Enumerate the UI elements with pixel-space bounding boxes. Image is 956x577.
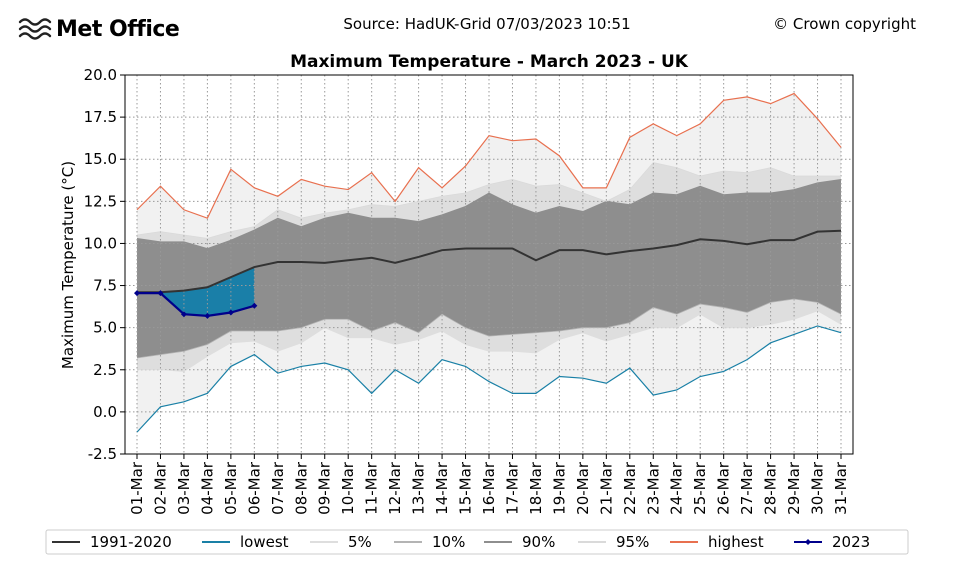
- legend-label: lowest: [240, 533, 289, 551]
- y-tick-label: 7.5: [93, 277, 117, 295]
- legend-label: 90%: [522, 533, 555, 551]
- x-tick-label: 02-Mar: [151, 461, 169, 515]
- legend-label: highest: [708, 533, 764, 551]
- x-tick-label: 05-Mar: [222, 461, 240, 515]
- x-tick-label: 08-Mar: [292, 461, 310, 515]
- series-line: [137, 292, 255, 317]
- logo-icon: [18, 18, 52, 40]
- x-tick-label: 22-Mar: [621, 461, 639, 515]
- x-tick-label: 10-Mar: [339, 461, 357, 515]
- x-tick-label: 31-Mar: [832, 461, 850, 515]
- point: [157, 290, 164, 297]
- series-line: [136, 179, 842, 249]
- band: [137, 179, 841, 358]
- x-tick-label: 23-Mar: [644, 461, 662, 515]
- band: [137, 267, 255, 316]
- y-tick-label: -2.5: [88, 445, 117, 463]
- x-tick-label: 29-Mar: [785, 461, 803, 515]
- x-tick-label: 25-Mar: [691, 461, 709, 515]
- legend-frame: [45, 529, 909, 555]
- copyright: © Crown copyright: [773, 15, 916, 33]
- x-tick-label: 01-Mar: [128, 461, 146, 515]
- point: [180, 311, 187, 318]
- point: [227, 309, 234, 316]
- series-line: [136, 298, 842, 359]
- point: [251, 302, 258, 309]
- y-tick-label: 10.0: [84, 234, 117, 252]
- y-tick-label: 17.5: [84, 108, 117, 126]
- x-tick-label: 21-Mar: [597, 461, 615, 515]
- x-tick-label: 15-Mar: [457, 461, 475, 515]
- x-tick-label: 07-Mar: [269, 461, 287, 515]
- x-tick-label: 04-Mar: [198, 461, 216, 515]
- x-tick-label: 14-Mar: [433, 461, 451, 515]
- legend: 1991-2020 lowest 5% 10% 90% 95% highest 2023: [45, 529, 909, 555]
- x-tick-label: 03-Mar: [175, 461, 193, 515]
- x-tick-label: 24-Mar: [668, 461, 686, 515]
- y-tick-label: 0.0: [93, 403, 117, 421]
- y-tick-label: 15.0: [84, 150, 117, 168]
- logo: Met Office: [56, 17, 179, 42]
- source: Source: HadUK-Grid 07/03/2023 10:51: [343, 15, 630, 33]
- x-tick-label: 11-Mar: [363, 461, 381, 515]
- x-tick-label: 19-Mar: [550, 461, 568, 515]
- legend-label: 5%: [348, 533, 372, 551]
- x-tick-label: 13-Mar: [410, 461, 428, 515]
- legend-label: 10%: [432, 533, 465, 551]
- x-tick-label: 28-Mar: [762, 461, 780, 515]
- y-axis-label: Maximum Temperature (°C): [59, 161, 77, 369]
- point: [134, 290, 140, 297]
- series-line: [136, 325, 842, 433]
- y-tick-label: 2.5: [93, 361, 117, 379]
- x-tick-label: 18-Mar: [527, 461, 545, 515]
- y-tick-label: 12.5: [84, 192, 117, 210]
- series-line: [137, 310, 842, 372]
- x-tick-label: 12-Mar: [386, 461, 404, 515]
- legend-label: 1991-2020: [90, 533, 172, 551]
- y-tick-label: 5.0: [93, 319, 117, 337]
- x-tick-label: 30-Mar: [809, 461, 827, 515]
- legend-marker: [805, 539, 811, 545]
- series-line: [137, 229, 842, 294]
- legend-label: 2023: [832, 533, 870, 551]
- x-tick-label: 17-Mar: [503, 461, 521, 515]
- x-tick-label: 16-Mar: [480, 461, 498, 515]
- legend-label: 95%: [616, 533, 649, 551]
- chart-title: Maximum Temperature - March 2023 - UK: [290, 52, 689, 72]
- y-tick-label: 20.0: [84, 66, 117, 84]
- x-tick-label: 26-Mar: [715, 461, 733, 515]
- point: [204, 312, 211, 319]
- series-line: [136, 92, 842, 219]
- x-tick-label: 06-Mar: [245, 461, 263, 515]
- x-tick-label: 09-Mar: [316, 461, 334, 515]
- series-line: [136, 162, 841, 239]
- x-tick-label: 20-Mar: [574, 461, 592, 515]
- x-tick-label: 27-Mar: [738, 461, 756, 515]
